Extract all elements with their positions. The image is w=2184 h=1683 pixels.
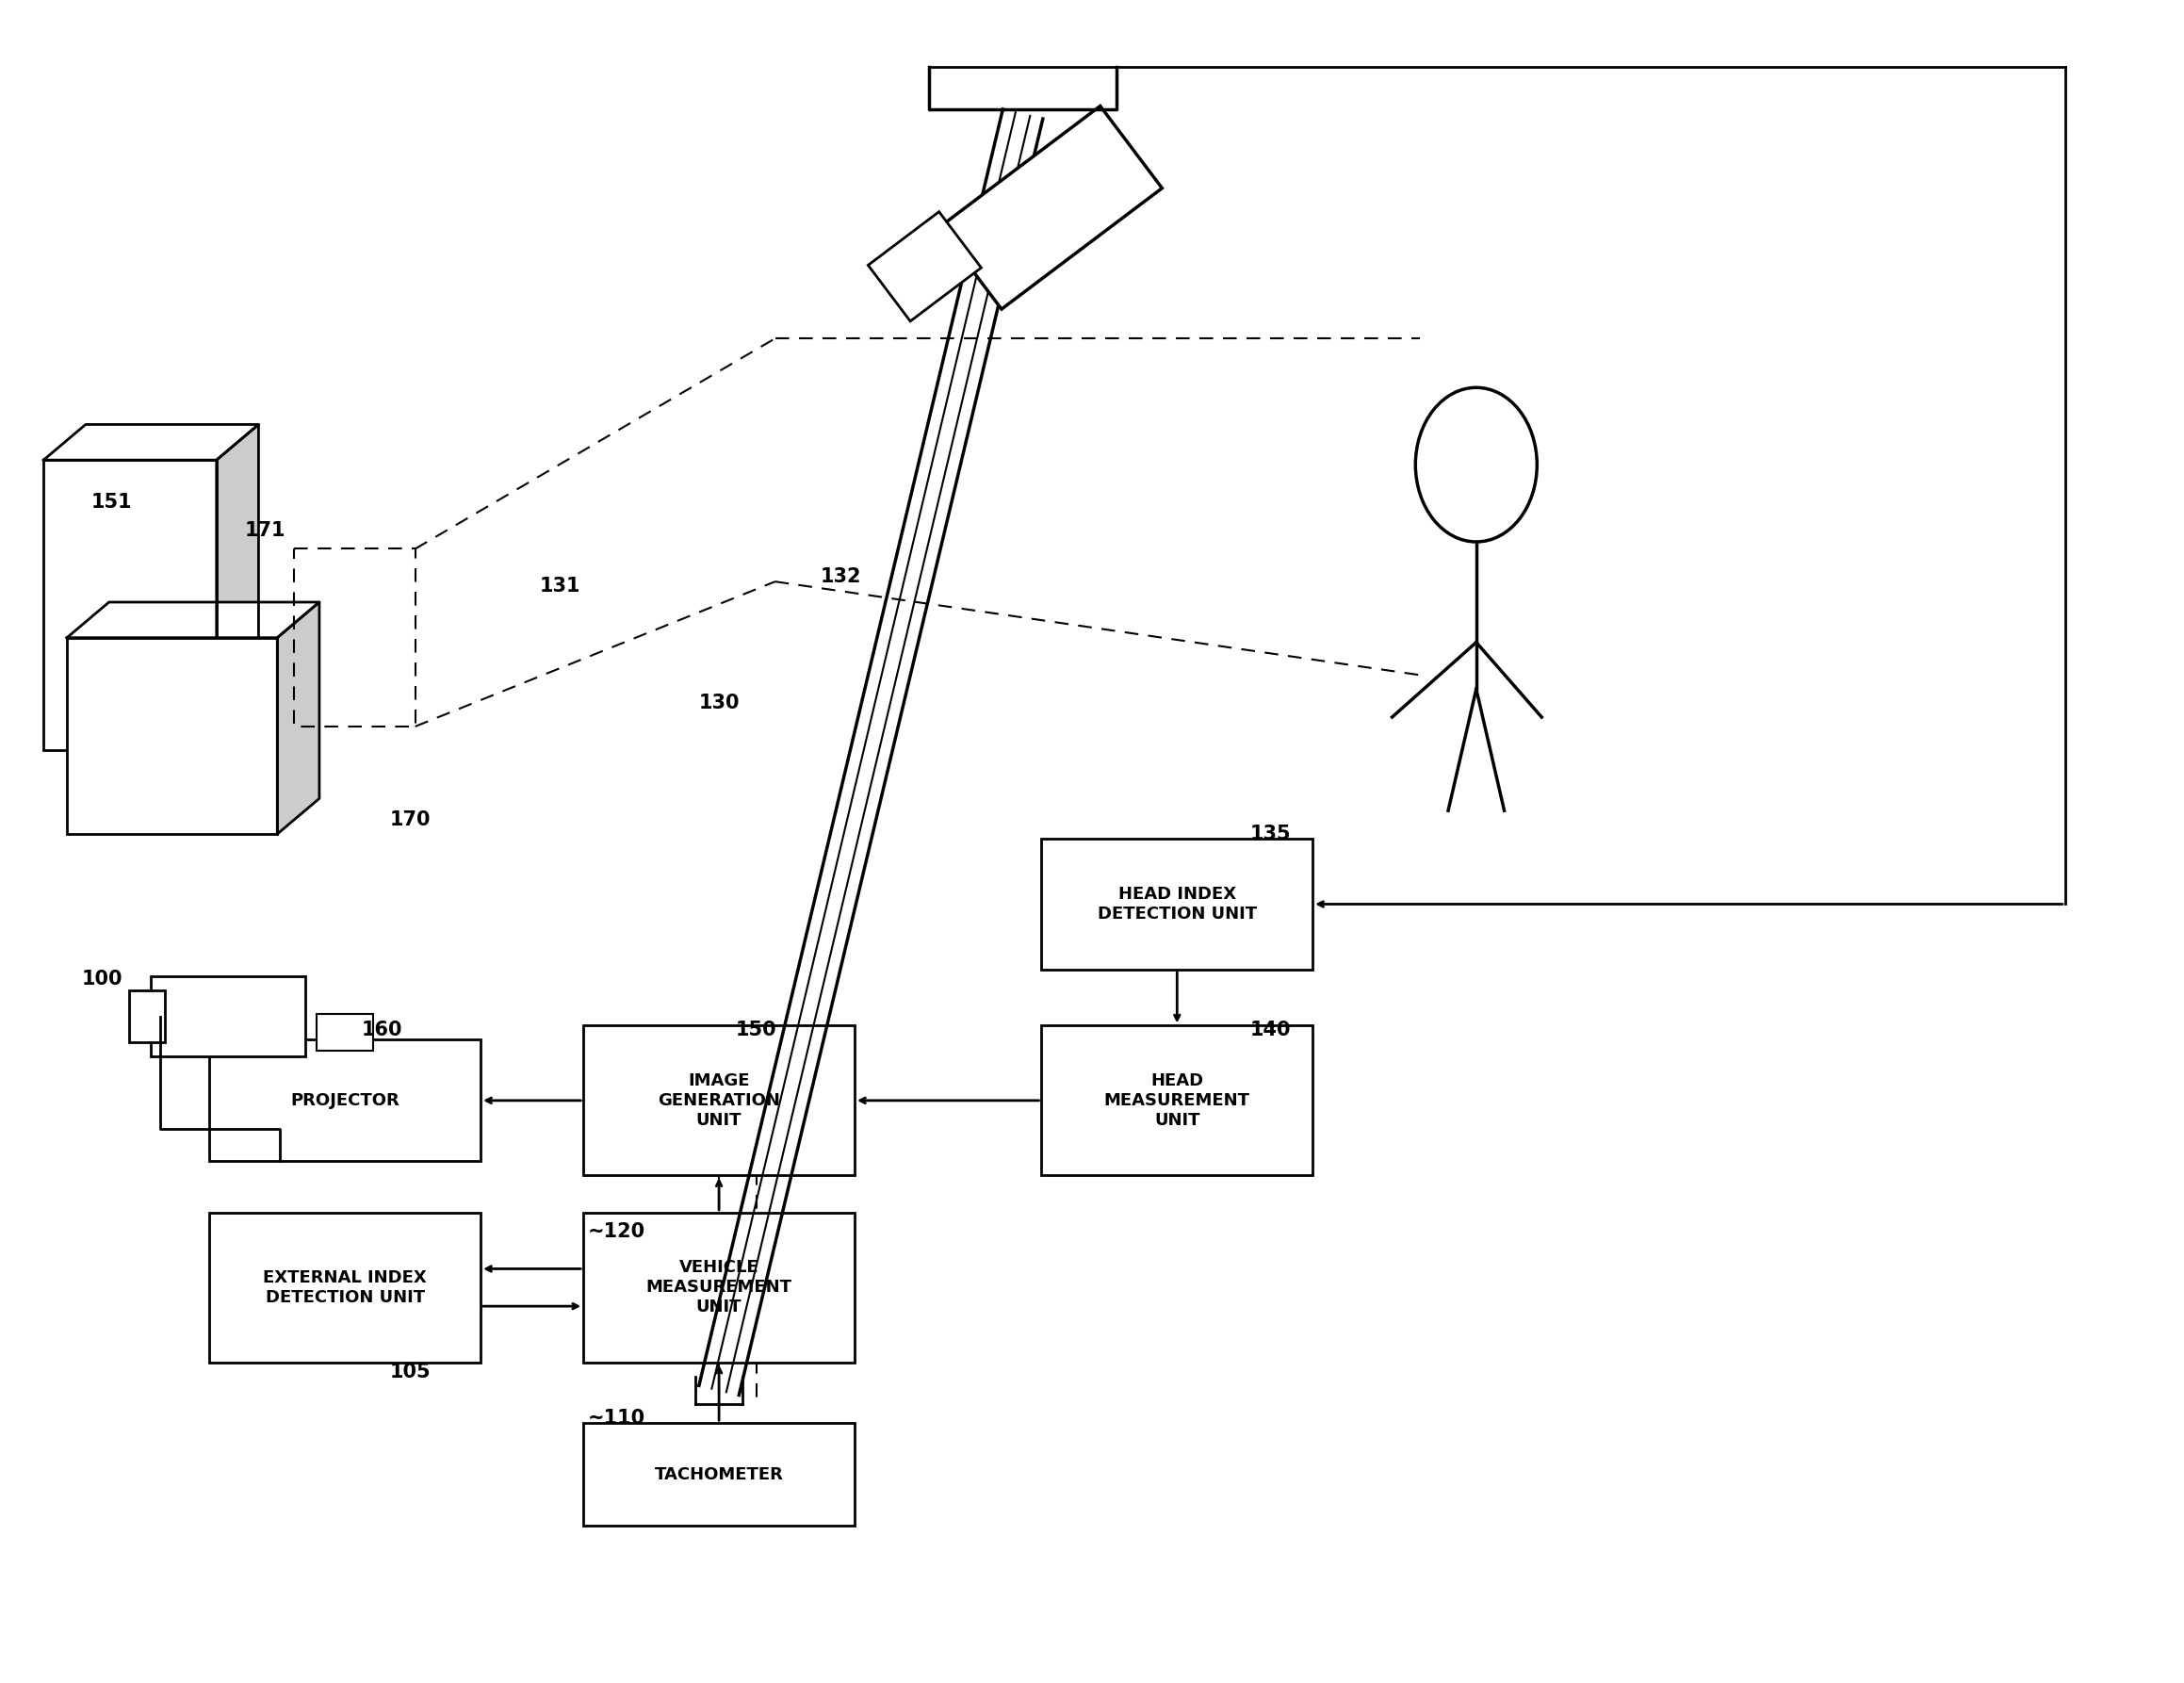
Bar (1042, 838, 1313, 969)
Text: TACHOMETER: TACHOMETER (655, 1466, 784, 1483)
Bar (129, 991, 164, 1042)
Text: 105: 105 (391, 1362, 430, 1382)
Bar (210, 1213, 480, 1362)
Text: ~110: ~110 (587, 1409, 644, 1427)
Bar (151, 976, 306, 1057)
Text: 100: 100 (81, 969, 122, 988)
Text: PROJECTOR: PROJECTOR (290, 1092, 400, 1109)
Polygon shape (939, 106, 1162, 310)
Bar (1042, 1025, 1313, 1175)
Text: HEAD
MEASUREMENT
UNIT: HEAD MEASUREMENT UNIT (1105, 1072, 1249, 1129)
Text: 170: 170 (391, 811, 430, 830)
Ellipse shape (1415, 387, 1538, 542)
Text: 130: 130 (699, 693, 740, 712)
Bar (583, 1025, 854, 1175)
Text: 150: 150 (736, 1022, 778, 1040)
Bar (210, 1040, 480, 1161)
Text: 140: 140 (1249, 1022, 1291, 1040)
Text: 151: 151 (92, 493, 131, 512)
Text: VEHICLE
MEASUREMENT
UNIT: VEHICLE MEASUREMENT UNIT (646, 1259, 793, 1316)
Bar (68, 638, 277, 835)
Bar (583, 1213, 854, 1362)
Bar (583, 1424, 854, 1526)
Text: 131: 131 (539, 577, 581, 596)
Polygon shape (277, 603, 319, 835)
Polygon shape (216, 424, 258, 751)
Polygon shape (867, 212, 981, 321)
Polygon shape (44, 424, 258, 459)
Bar (317, 1013, 373, 1050)
Polygon shape (68, 603, 319, 638)
Text: ~120: ~120 (587, 1222, 644, 1240)
Bar (44, 459, 216, 751)
Text: 135: 135 (1249, 825, 1291, 843)
Text: 171: 171 (245, 520, 286, 540)
Text: 160: 160 (363, 1022, 402, 1040)
Text: 132: 132 (819, 567, 860, 586)
Text: IMAGE
GENERATION
UNIT: IMAGE GENERATION UNIT (657, 1072, 780, 1129)
Text: HEAD INDEX
DETECTION UNIT: HEAD INDEX DETECTION UNIT (1096, 885, 1256, 922)
Text: EXTERNAL INDEX
DETECTION UNIT: EXTERNAL INDEX DETECTION UNIT (264, 1269, 426, 1306)
